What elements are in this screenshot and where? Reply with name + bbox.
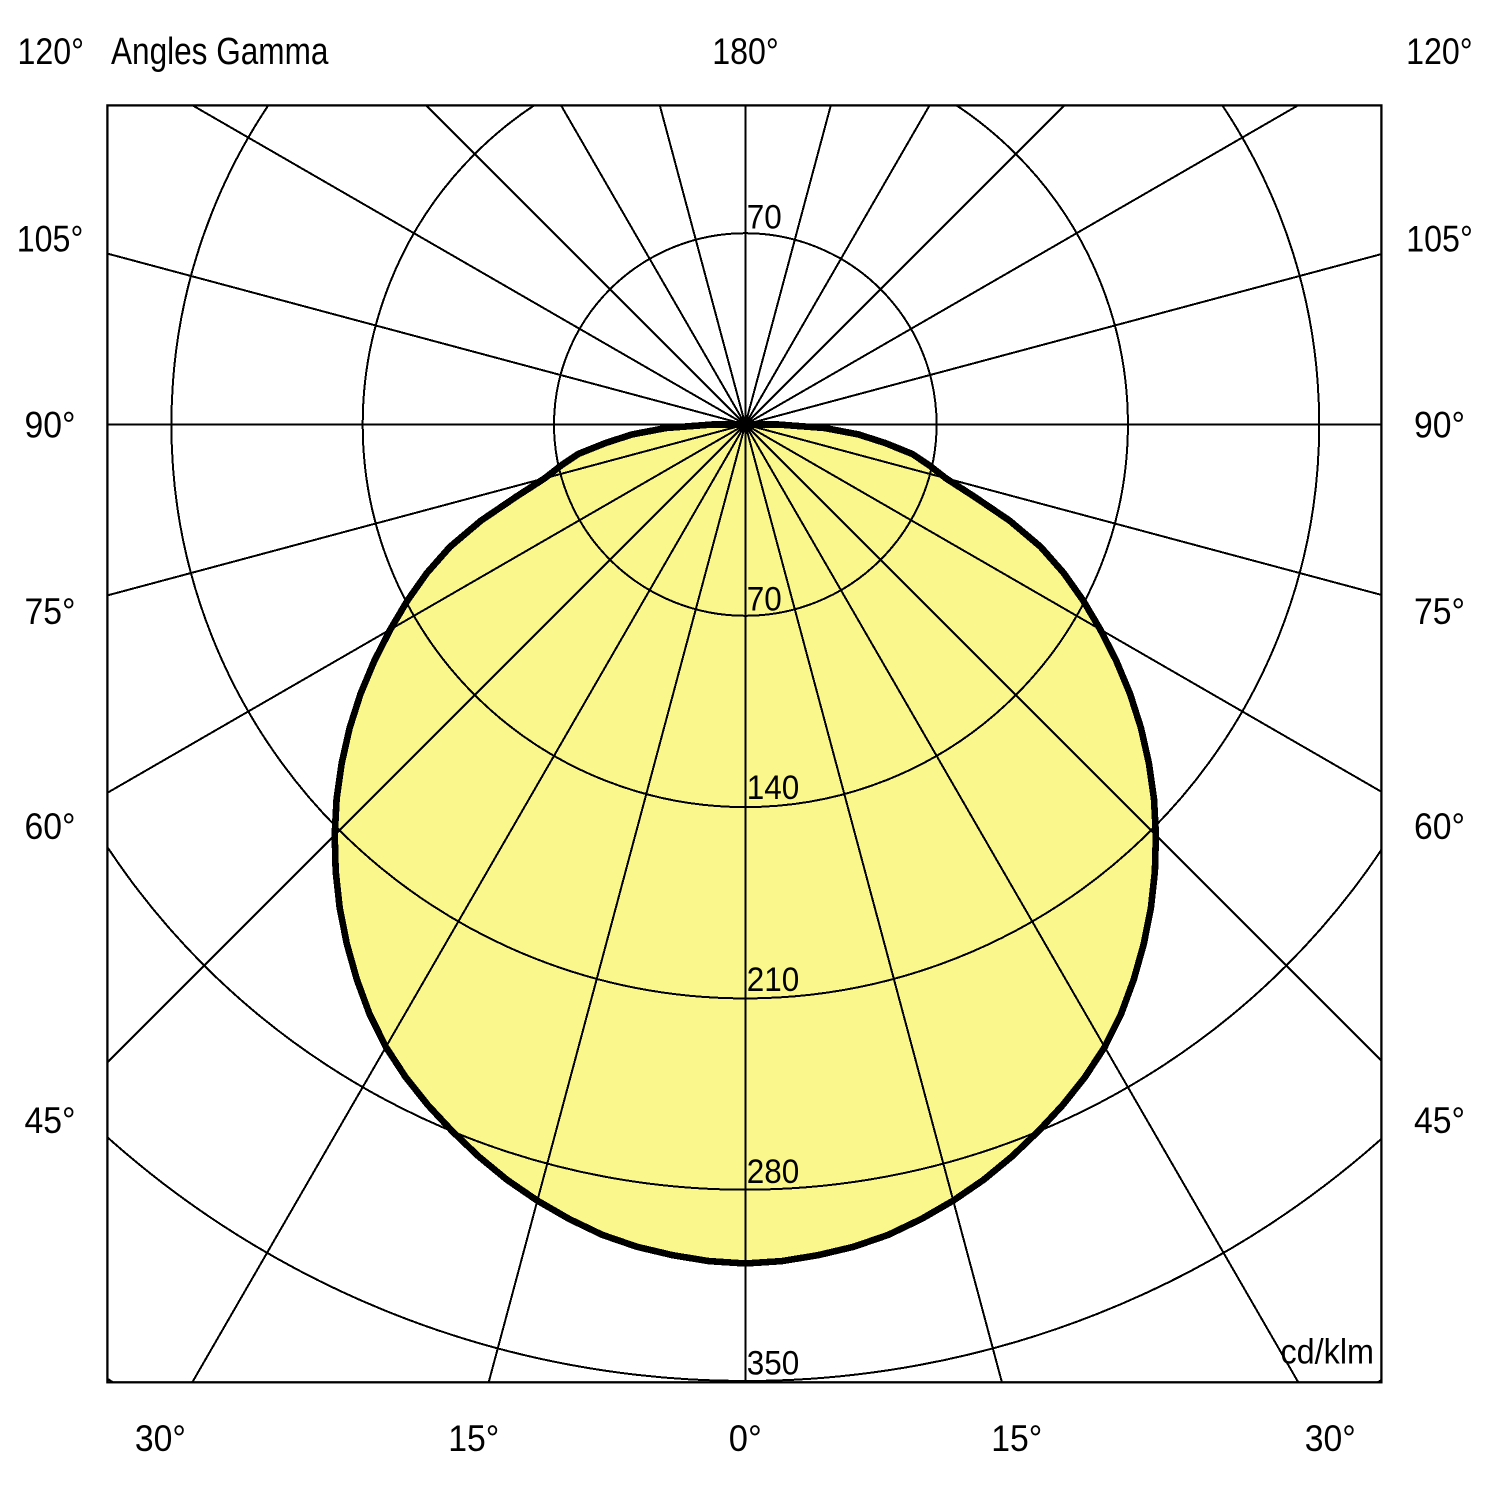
svg-text:0°: 0° (729, 1418, 762, 1459)
svg-text:60°: 60° (1414, 806, 1465, 847)
svg-text:140: 140 (747, 769, 800, 807)
svg-text:15°: 15° (991, 1418, 1042, 1459)
svg-text:90°: 90° (25, 404, 76, 445)
svg-text:60°: 60° (25, 806, 76, 847)
svg-text:70: 70 (747, 581, 782, 619)
svg-text:70: 70 (747, 198, 782, 236)
svg-text:30°: 30° (135, 1418, 186, 1459)
svg-text:350: 350 (747, 1345, 800, 1383)
svg-text:210: 210 (747, 961, 800, 999)
svg-text:180°: 180° (712, 31, 779, 72)
svg-text:280: 280 (747, 1153, 800, 1191)
svg-text:120°: 120° (18, 31, 85, 72)
svg-text:75°: 75° (1414, 591, 1465, 632)
svg-text:90°: 90° (1414, 404, 1465, 445)
svg-text:75°: 75° (25, 591, 76, 632)
svg-text:45°: 45° (1414, 1100, 1465, 1141)
svg-text:30°: 30° (1305, 1418, 1356, 1459)
svg-text:45°: 45° (25, 1100, 76, 1141)
svg-text:Angles Gamma: Angles Gamma (111, 31, 329, 73)
svg-text:15°: 15° (448, 1418, 499, 1459)
svg-text:cd/klm: cd/klm (1281, 1331, 1375, 1371)
svg-text:105°: 105° (17, 219, 84, 260)
svg-text:105°: 105° (1406, 219, 1473, 260)
svg-text:120°: 120° (1406, 31, 1473, 72)
